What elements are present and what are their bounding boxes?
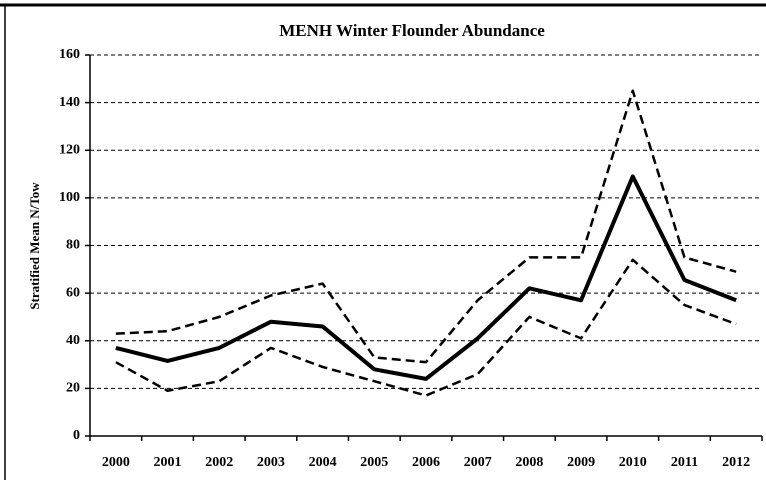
series-line <box>115 258 737 397</box>
x-tick-label: 2011 <box>671 455 698 470</box>
y-tick-label: 40 <box>66 333 80 348</box>
x-tick-label: 2005 <box>360 455 388 470</box>
series-line <box>115 89 737 364</box>
x-tick-label: 2010 <box>619 455 647 470</box>
y-tick-label: 20 <box>66 381 80 396</box>
y-tick-label: 100 <box>59 190 80 205</box>
x-tick-label: 2000 <box>102 455 130 470</box>
x-tick-label: 2009 <box>567 455 595 470</box>
y-tick-label: 120 <box>59 142 80 157</box>
y-tick-label: 160 <box>59 47 80 62</box>
y-tick-label: 60 <box>66 285 80 300</box>
x-tick-label: 2004 <box>309 455 337 470</box>
chart-title: MENH Winter Flounder Abundance <box>279 21 545 40</box>
y-tick-label: 80 <box>66 238 80 253</box>
y-axis-label: Stratified Mean N/Tow <box>27 182 42 310</box>
x-tick-label: 2007 <box>464 455 492 470</box>
y-tick-label: 140 <box>59 95 80 110</box>
x-tick-label: 2002 <box>205 455 233 470</box>
x-tick-label: 2012 <box>722 455 750 470</box>
y-tick-label: 0 <box>73 428 80 443</box>
x-tick-label: 2003 <box>257 455 285 470</box>
x-tick-label: 2008 <box>515 455 543 470</box>
x-tick-label: 2006 <box>412 455 440 470</box>
series-line <box>115 174 737 381</box>
x-tick-label: 2001 <box>154 455 182 470</box>
